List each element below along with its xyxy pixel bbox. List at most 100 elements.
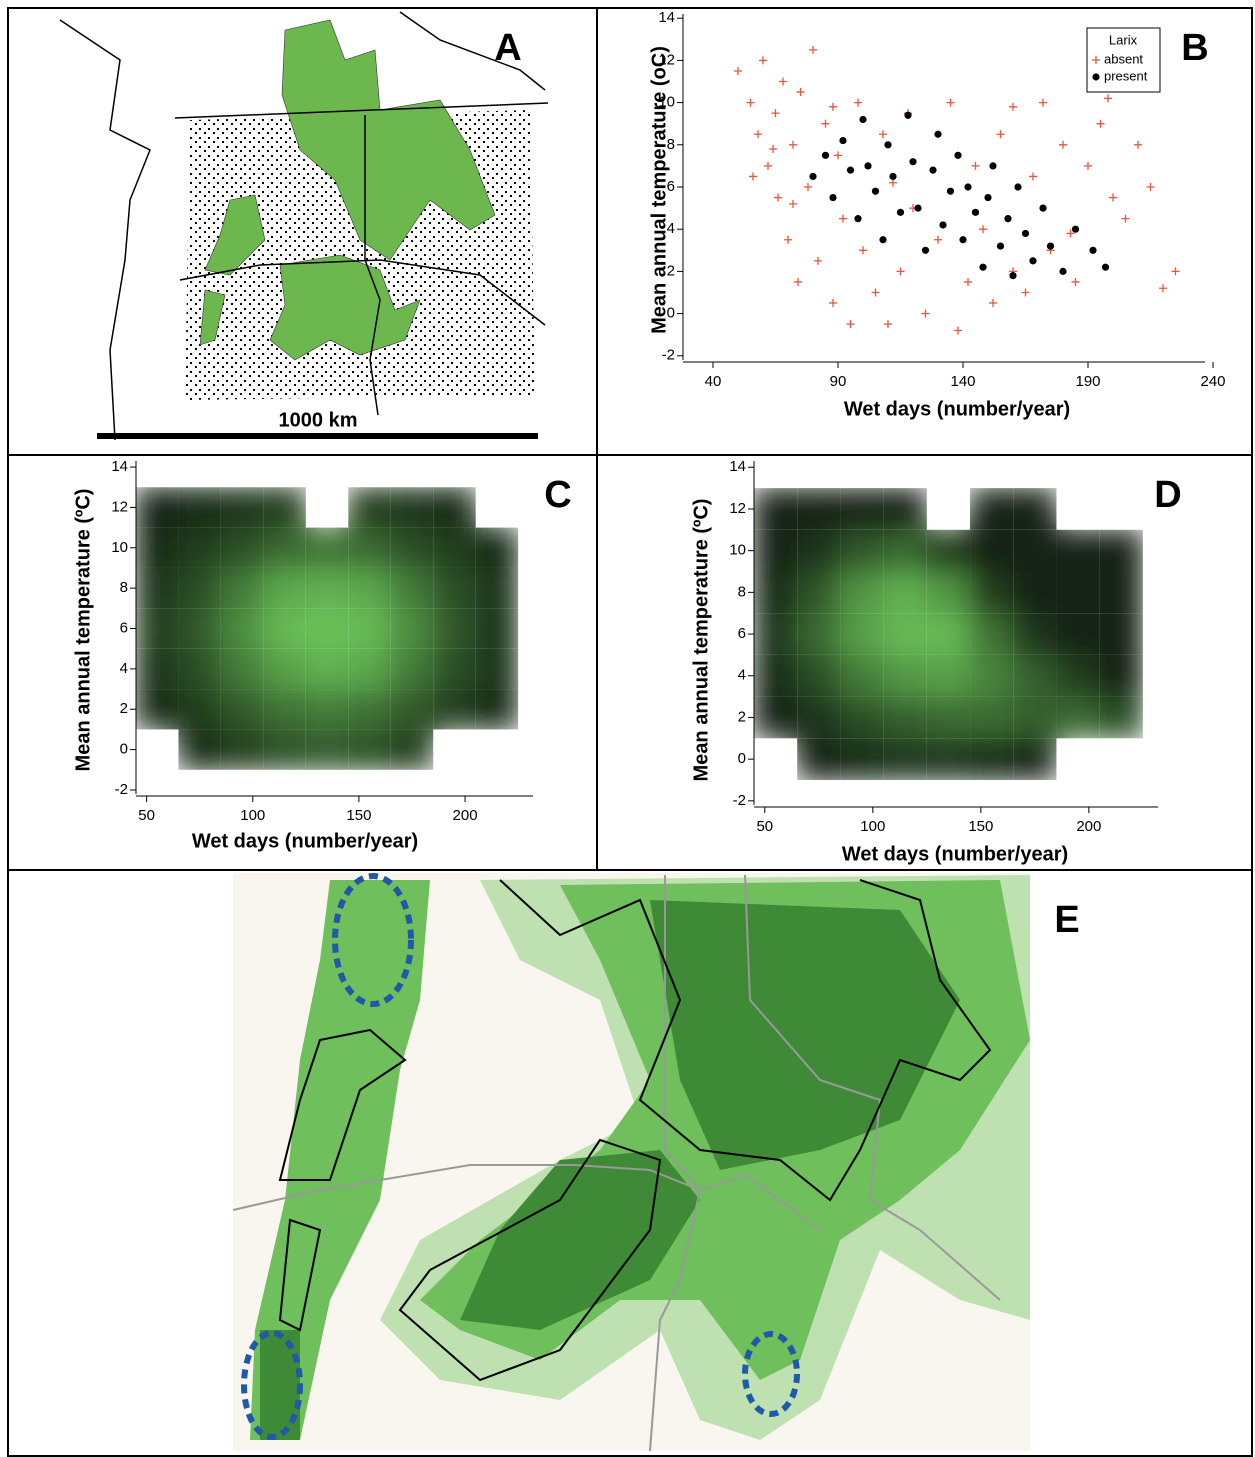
point <box>1071 277 1080 286</box>
point <box>749 172 757 181</box>
suitability-surface <box>250 875 1030 1440</box>
point <box>1096 119 1105 128</box>
point <box>871 288 880 297</box>
heat-cell <box>347 647 392 691</box>
heat-cell <box>389 566 435 610</box>
point <box>789 199 797 208</box>
y-tick-label: 12 <box>658 51 675 68</box>
heat-cell <box>882 488 928 531</box>
point <box>1109 193 1117 202</box>
heat-cell <box>1055 528 1101 573</box>
point <box>921 309 930 318</box>
heat-cell <box>839 653 885 698</box>
heat-cell <box>882 695 928 740</box>
y-tick-label: -2 <box>733 792 746 809</box>
point <box>896 208 905 216</box>
x-tick-label: 200 <box>453 807 478 824</box>
point <box>879 236 887 244</box>
x-tick-label: 100 <box>240 807 265 824</box>
boundaries <box>59 11 549 441</box>
legend-marker <box>1092 56 1100 64</box>
heat-cell <box>1098 653 1143 698</box>
point <box>1004 215 1012 223</box>
point <box>746 98 755 107</box>
point <box>921 246 930 254</box>
heat-cell <box>262 688 307 731</box>
point <box>859 246 867 255</box>
panel-label: C <box>544 474 571 516</box>
point <box>1146 183 1155 191</box>
heat-cell <box>219 526 265 569</box>
heat-cell <box>389 647 435 691</box>
heat-cell <box>219 728 265 770</box>
point <box>989 299 997 308</box>
y-tick-label: 0 <box>120 741 128 758</box>
point <box>914 204 922 212</box>
point <box>971 208 980 216</box>
heat-cell <box>882 737 928 780</box>
point <box>804 183 812 191</box>
heat-cell <box>389 607 435 650</box>
point <box>904 111 912 119</box>
y-tick-label: 4 <box>667 220 675 237</box>
heat-cell <box>1012 612 1058 656</box>
x-tick-label: 150 <box>346 807 371 824</box>
plot-0 <box>734 45 1180 335</box>
point <box>774 193 782 202</box>
point <box>979 225 987 234</box>
heat-cell <box>262 487 307 529</box>
y-tick-label: 0 <box>738 750 746 767</box>
heat-cell <box>925 528 972 573</box>
point <box>954 326 962 335</box>
heat-cell <box>262 526 307 569</box>
larix-range <box>199 19 496 361</box>
y-tick-label: 8 <box>738 583 746 600</box>
panel-label: B <box>1181 27 1208 69</box>
point <box>1009 102 1017 111</box>
point <box>896 267 905 276</box>
heat-cell <box>304 566 350 610</box>
range-outline <box>278 879 992 1382</box>
heat-cell <box>882 528 928 573</box>
boundaries <box>232 874 1001 1452</box>
y-axis-label: Mean annual temperature (ºC) <box>72 489 94 772</box>
heat-cell <box>796 695 842 740</box>
point <box>1121 214 1130 223</box>
y-tick-label: 14 <box>658 9 675 26</box>
heat-cell <box>754 695 799 740</box>
point <box>764 161 772 170</box>
panel-frame <box>7 7 1253 1457</box>
y-tick-label: -2 <box>662 347 675 364</box>
heat-cell <box>219 688 265 731</box>
point <box>771 109 780 118</box>
point <box>794 277 802 286</box>
x-tick-label: 150 <box>968 818 993 835</box>
point <box>929 166 937 174</box>
y-tick-label: 4 <box>738 667 746 684</box>
y-tick-label: 0 <box>667 305 675 322</box>
heat-cell <box>304 647 350 691</box>
heat-cell <box>969 528 1015 573</box>
point <box>846 166 855 174</box>
point <box>979 263 987 271</box>
heat-cell <box>474 647 519 691</box>
legend-title: Larix <box>1109 32 1138 47</box>
heat-cell <box>177 487 222 529</box>
heat-cell <box>1098 612 1143 656</box>
point <box>814 256 822 265</box>
heat-cell <box>882 653 928 698</box>
heat-cell <box>347 487 392 529</box>
heat-cell <box>754 528 799 573</box>
point <box>879 130 887 139</box>
point <box>871 187 880 195</box>
point <box>1071 225 1080 233</box>
heat-cell <box>177 688 222 731</box>
point <box>769 145 777 154</box>
point <box>954 151 962 159</box>
y-tick-label: 6 <box>120 619 128 636</box>
point <box>809 172 817 181</box>
point <box>1059 267 1067 275</box>
heat-cell <box>347 688 392 731</box>
